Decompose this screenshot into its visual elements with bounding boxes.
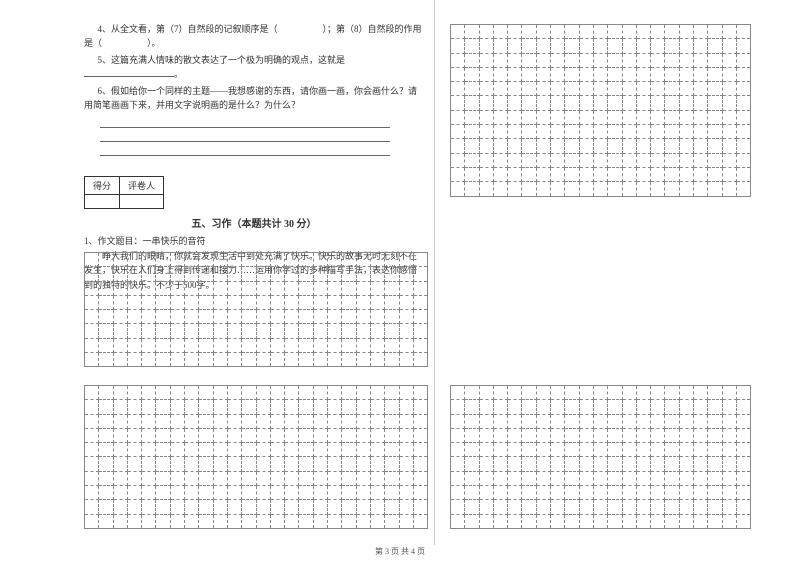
writing-grid-left-mid	[84, 252, 428, 367]
q5-prefix: 5、这篇充满人情味的散文表达了一个极为明确的观点，这就是	[98, 55, 346, 65]
writing-grid-right-top-table	[450, 24, 751, 197]
section-title: 五、习作（本题共计 30 分）	[84, 215, 424, 230]
column-divider	[434, 0, 435, 545]
question-5: 5、这篇充满人情味的散文表达了一个极为明确的观点，这就是。	[84, 53, 424, 82]
page-footer: 第 3 页 共 4 页	[0, 546, 800, 557]
question-4: 4、从全文看，第（7）自然段的记叙顺序是（ ）；第（8）自然段的作用是（ ）。	[84, 22, 424, 51]
q5-suffix: 。	[174, 69, 183, 79]
answer-lines-block	[100, 116, 424, 156]
exam-page: 4、从全文看，第（7）自然段的记叙顺序是（ ）；第（8）自然段的作用是（ ）。 …	[0, 0, 800, 565]
writing-grid-left-mid-table	[84, 252, 428, 367]
answer-line	[100, 144, 390, 156]
writing-grid-left-bot-table	[84, 385, 428, 529]
writing-grid-right-bot	[450, 385, 751, 529]
grader-value-cell	[120, 195, 164, 209]
q5-blank	[84, 76, 174, 77]
answer-line	[100, 116, 390, 128]
writing-grid-left-bot	[84, 385, 428, 529]
composition-number: 1、作文题目：一串快乐的音符	[84, 234, 424, 248]
question-6: 6、假如给你一个同样的主题——我想感谢的东西，请你画一画，你会画什么？请用简笔画…	[84, 84, 424, 113]
grader-label-cell: 评卷人	[120, 177, 164, 195]
writing-grid-right-bot-table	[450, 385, 751, 529]
answer-line	[100, 130, 390, 142]
writing-grid-right-top	[450, 24, 751, 197]
score-value-cell	[85, 195, 120, 209]
score-table: 得分 评卷人	[84, 176, 164, 209]
score-label-cell: 得分	[85, 177, 120, 195]
